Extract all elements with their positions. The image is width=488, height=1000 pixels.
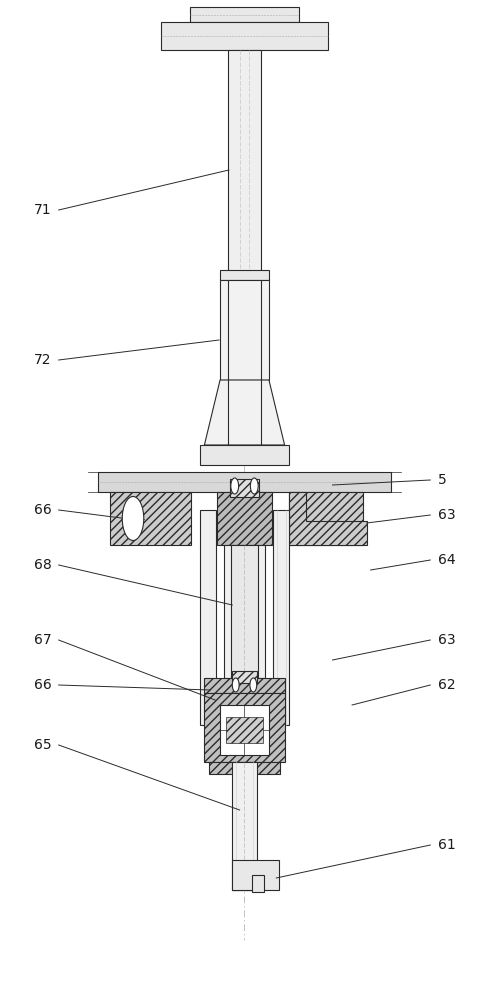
Bar [232,671,256,683]
Text: 61: 61 [437,838,454,852]
Bar [216,492,272,545]
Bar [98,472,390,492]
Bar [220,280,268,380]
Bar [272,510,289,725]
Polygon shape [204,380,284,445]
Bar [189,7,299,22]
Bar [232,762,256,890]
Text: 66: 66 [34,503,51,517]
Bar [204,678,284,693]
Text: 68: 68 [34,558,51,572]
Bar [220,705,268,755]
Text: 67: 67 [34,633,51,647]
Bar [204,693,284,762]
Bar [161,22,327,50]
Bar [251,875,264,892]
Circle shape [232,678,239,692]
Circle shape [250,478,258,494]
Text: 64: 64 [437,553,454,567]
Circle shape [249,678,256,692]
Bar [224,545,264,678]
Bar [110,492,190,545]
Bar [209,762,279,774]
Text: 71: 71 [34,203,51,217]
Bar [225,717,263,743]
Text: 63: 63 [437,633,454,647]
Bar [200,445,288,465]
Circle shape [122,496,143,540]
Bar [231,545,257,678]
Text: 65: 65 [34,738,51,752]
Bar [228,50,260,280]
Text: 72: 72 [34,353,51,367]
Bar [220,270,268,280]
Bar [289,492,363,545]
Text: 66: 66 [34,678,51,692]
Bar [232,860,278,890]
Bar [199,510,216,725]
Text: 63: 63 [437,508,454,522]
Text: 5: 5 [437,473,446,487]
Text: 62: 62 [437,678,454,692]
Bar [229,479,259,497]
Circle shape [230,478,238,494]
Polygon shape [289,492,366,545]
